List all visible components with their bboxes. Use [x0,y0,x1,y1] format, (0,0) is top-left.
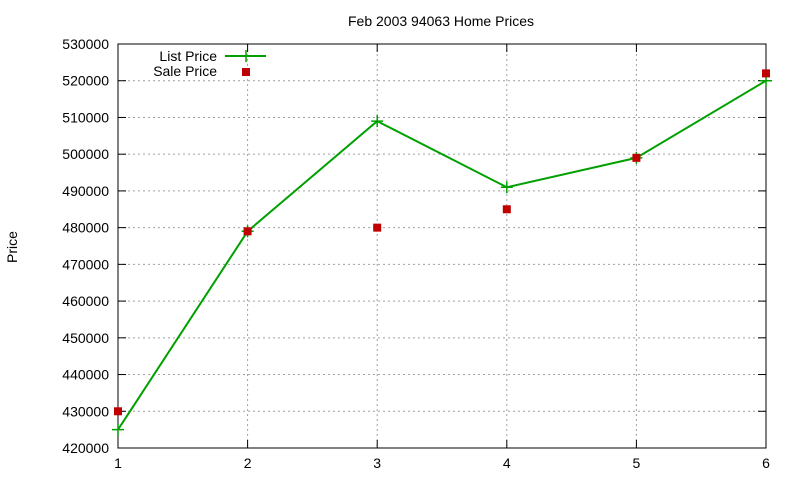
list-price-line [117,79,767,431]
list-price-point [112,423,124,436]
sale-price-point [373,223,382,232]
y-tick-label: 510000 [62,109,109,125]
sale-price-point [762,69,770,78]
y-tick-label: 440000 [62,367,109,383]
y-tick-label: 490000 [62,183,109,199]
legend-marker-sale-price [242,68,250,76]
y-axis-label: Price [4,231,20,263]
legend-marker-list-price [240,50,252,62]
list-price-point [500,181,513,194]
x-tick-label: 3 [373,455,381,471]
sale-price-point [502,205,511,214]
y-tick-label: 450000 [62,330,109,346]
plot-frame [117,43,767,449]
y-tick-label: 520000 [62,73,109,89]
x-tick-label: 5 [633,455,641,471]
legend-label-sale-price: Sale Price [153,63,217,79]
y-tick-label: 420000 [62,440,109,456]
sale-price-point [632,153,641,162]
chart-title: Feb 2003 94063 Home Prices [348,13,534,29]
x-tick-label: 6 [762,455,770,471]
sale-price-point [243,227,252,236]
series [112,69,772,436]
y-tick-label: 500000 [62,146,109,162]
x-axis-ticks: 1 2 3 4 5 6 [114,44,770,471]
x-tick-label: 2 [244,455,252,471]
y-tick-label: 530000 [62,36,109,52]
y-tick-label: 460000 [62,293,109,309]
y-axis-ticks: 420000 430000 440000 450000 460000 470000 4800… [62,36,766,456]
list-price-point [371,115,384,128]
grid [118,44,766,448]
legend-label-list-price: List Price [159,48,217,64]
y-tick-label: 430000 [62,403,109,419]
y-tick-label: 480000 [62,220,109,236]
x-tick-label: 1 [114,455,122,471]
legend: List Price Sale Price [153,48,266,79]
x-tick-label: 4 [503,455,511,471]
sale-price-point [114,407,122,416]
y-tick-label: 470000 [62,256,109,272]
